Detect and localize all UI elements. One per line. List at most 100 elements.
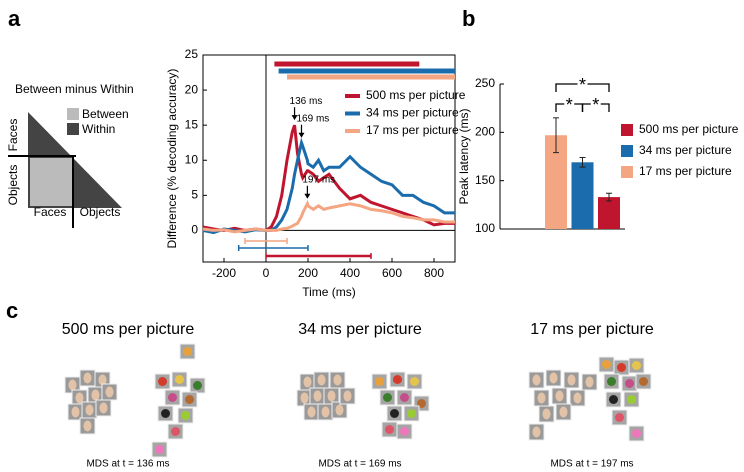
mds-caption: MDS at t = 197 ms xyxy=(550,459,633,470)
legend-swatch xyxy=(621,145,633,157)
face xyxy=(567,374,576,386)
y-tick-label: 100 xyxy=(475,221,495,235)
y-tick-label: 20 xyxy=(185,82,199,96)
col-label: Faces xyxy=(34,205,67,219)
face xyxy=(303,376,312,388)
legend-label: 17 ms per picture xyxy=(639,164,732,178)
object xyxy=(407,409,416,418)
series-line xyxy=(202,199,455,234)
row-label: Objects xyxy=(6,165,20,206)
arrow-head xyxy=(291,115,298,121)
object xyxy=(175,375,184,384)
y-axis-label: Difference (% decoding accuracy) xyxy=(165,69,179,249)
face xyxy=(71,406,80,418)
face xyxy=(555,390,564,402)
row-label: Faces xyxy=(6,119,20,152)
object xyxy=(168,393,177,402)
bar xyxy=(598,197,620,229)
y-tick-label: 200 xyxy=(475,125,495,139)
significance-star: * xyxy=(566,95,573,115)
face xyxy=(83,420,92,432)
face xyxy=(85,404,94,416)
object xyxy=(155,445,164,454)
object xyxy=(158,377,167,386)
x-tick-label: -200 xyxy=(212,266,236,280)
object xyxy=(410,377,419,386)
significance-star: * xyxy=(579,75,586,95)
object xyxy=(400,393,409,402)
legend-label: 500 ms per picture xyxy=(366,88,466,102)
mds-title: 17 ms per picture xyxy=(530,321,654,338)
diagram-title: Between minus Within xyxy=(15,82,134,96)
object xyxy=(171,427,180,436)
object xyxy=(625,379,634,388)
mds-title: 34 ms per picture xyxy=(298,321,422,338)
legend-label: 34 ms per picture xyxy=(366,106,459,120)
matrix-between xyxy=(30,158,73,206)
face xyxy=(559,406,568,418)
panel-label: b xyxy=(462,6,475,31)
legend-label: Within xyxy=(82,122,115,136)
mds-caption: MDS at t = 136 ms xyxy=(86,459,169,470)
x-tick-label: 400 xyxy=(340,266,360,280)
face xyxy=(542,408,551,420)
face xyxy=(300,392,309,404)
bar xyxy=(571,162,594,229)
object xyxy=(183,347,192,356)
col-label: Objects xyxy=(80,205,121,219)
object xyxy=(602,360,611,369)
y-tick-label: 10 xyxy=(185,152,199,166)
face xyxy=(335,404,344,416)
annotation: 136 ms xyxy=(290,96,323,107)
bar xyxy=(545,135,567,229)
y-tick-label: 15 xyxy=(185,117,199,131)
face xyxy=(99,402,108,414)
panel-label: c xyxy=(6,298,18,323)
significance-bracket xyxy=(581,103,610,112)
face xyxy=(333,374,342,386)
y-axis-label: Peak latency (ms) xyxy=(457,108,471,204)
y-tick-label: 5 xyxy=(191,188,198,202)
object xyxy=(383,393,392,402)
object xyxy=(615,413,624,422)
object xyxy=(607,377,616,386)
annotation: 197 ms xyxy=(302,174,335,185)
object xyxy=(400,427,409,436)
face xyxy=(321,406,330,418)
arrow-head xyxy=(304,193,311,199)
panel-label: a xyxy=(8,6,21,31)
object xyxy=(632,361,641,370)
object xyxy=(632,429,641,438)
plot-frame xyxy=(202,54,456,263)
object xyxy=(609,395,618,404)
legend-swatch xyxy=(621,166,633,178)
x-tick-label: 600 xyxy=(382,266,402,280)
object xyxy=(375,377,384,386)
object xyxy=(181,411,190,420)
object xyxy=(393,375,402,384)
face xyxy=(549,372,558,384)
x-tick-label: 800 xyxy=(424,266,444,280)
legend-swatch xyxy=(67,123,79,135)
arrow-head xyxy=(298,132,305,138)
object xyxy=(193,381,202,390)
object xyxy=(385,425,394,434)
legend-label: 500 ms per picture xyxy=(639,122,739,136)
x-tick-label: 200 xyxy=(298,266,318,280)
object xyxy=(627,395,636,404)
face xyxy=(91,389,100,401)
object xyxy=(617,363,626,372)
legend-label: Between xyxy=(82,107,129,121)
face xyxy=(317,374,326,386)
face xyxy=(307,406,316,418)
face xyxy=(83,372,92,384)
face xyxy=(537,392,546,404)
x-tick-label: 0 xyxy=(263,266,270,280)
object xyxy=(390,409,399,418)
face xyxy=(105,386,114,398)
y-tick-label: 0 xyxy=(191,223,198,237)
object xyxy=(161,409,170,418)
mds-title: 500 ms per picture xyxy=(62,321,195,338)
legend-swatch xyxy=(621,124,633,136)
